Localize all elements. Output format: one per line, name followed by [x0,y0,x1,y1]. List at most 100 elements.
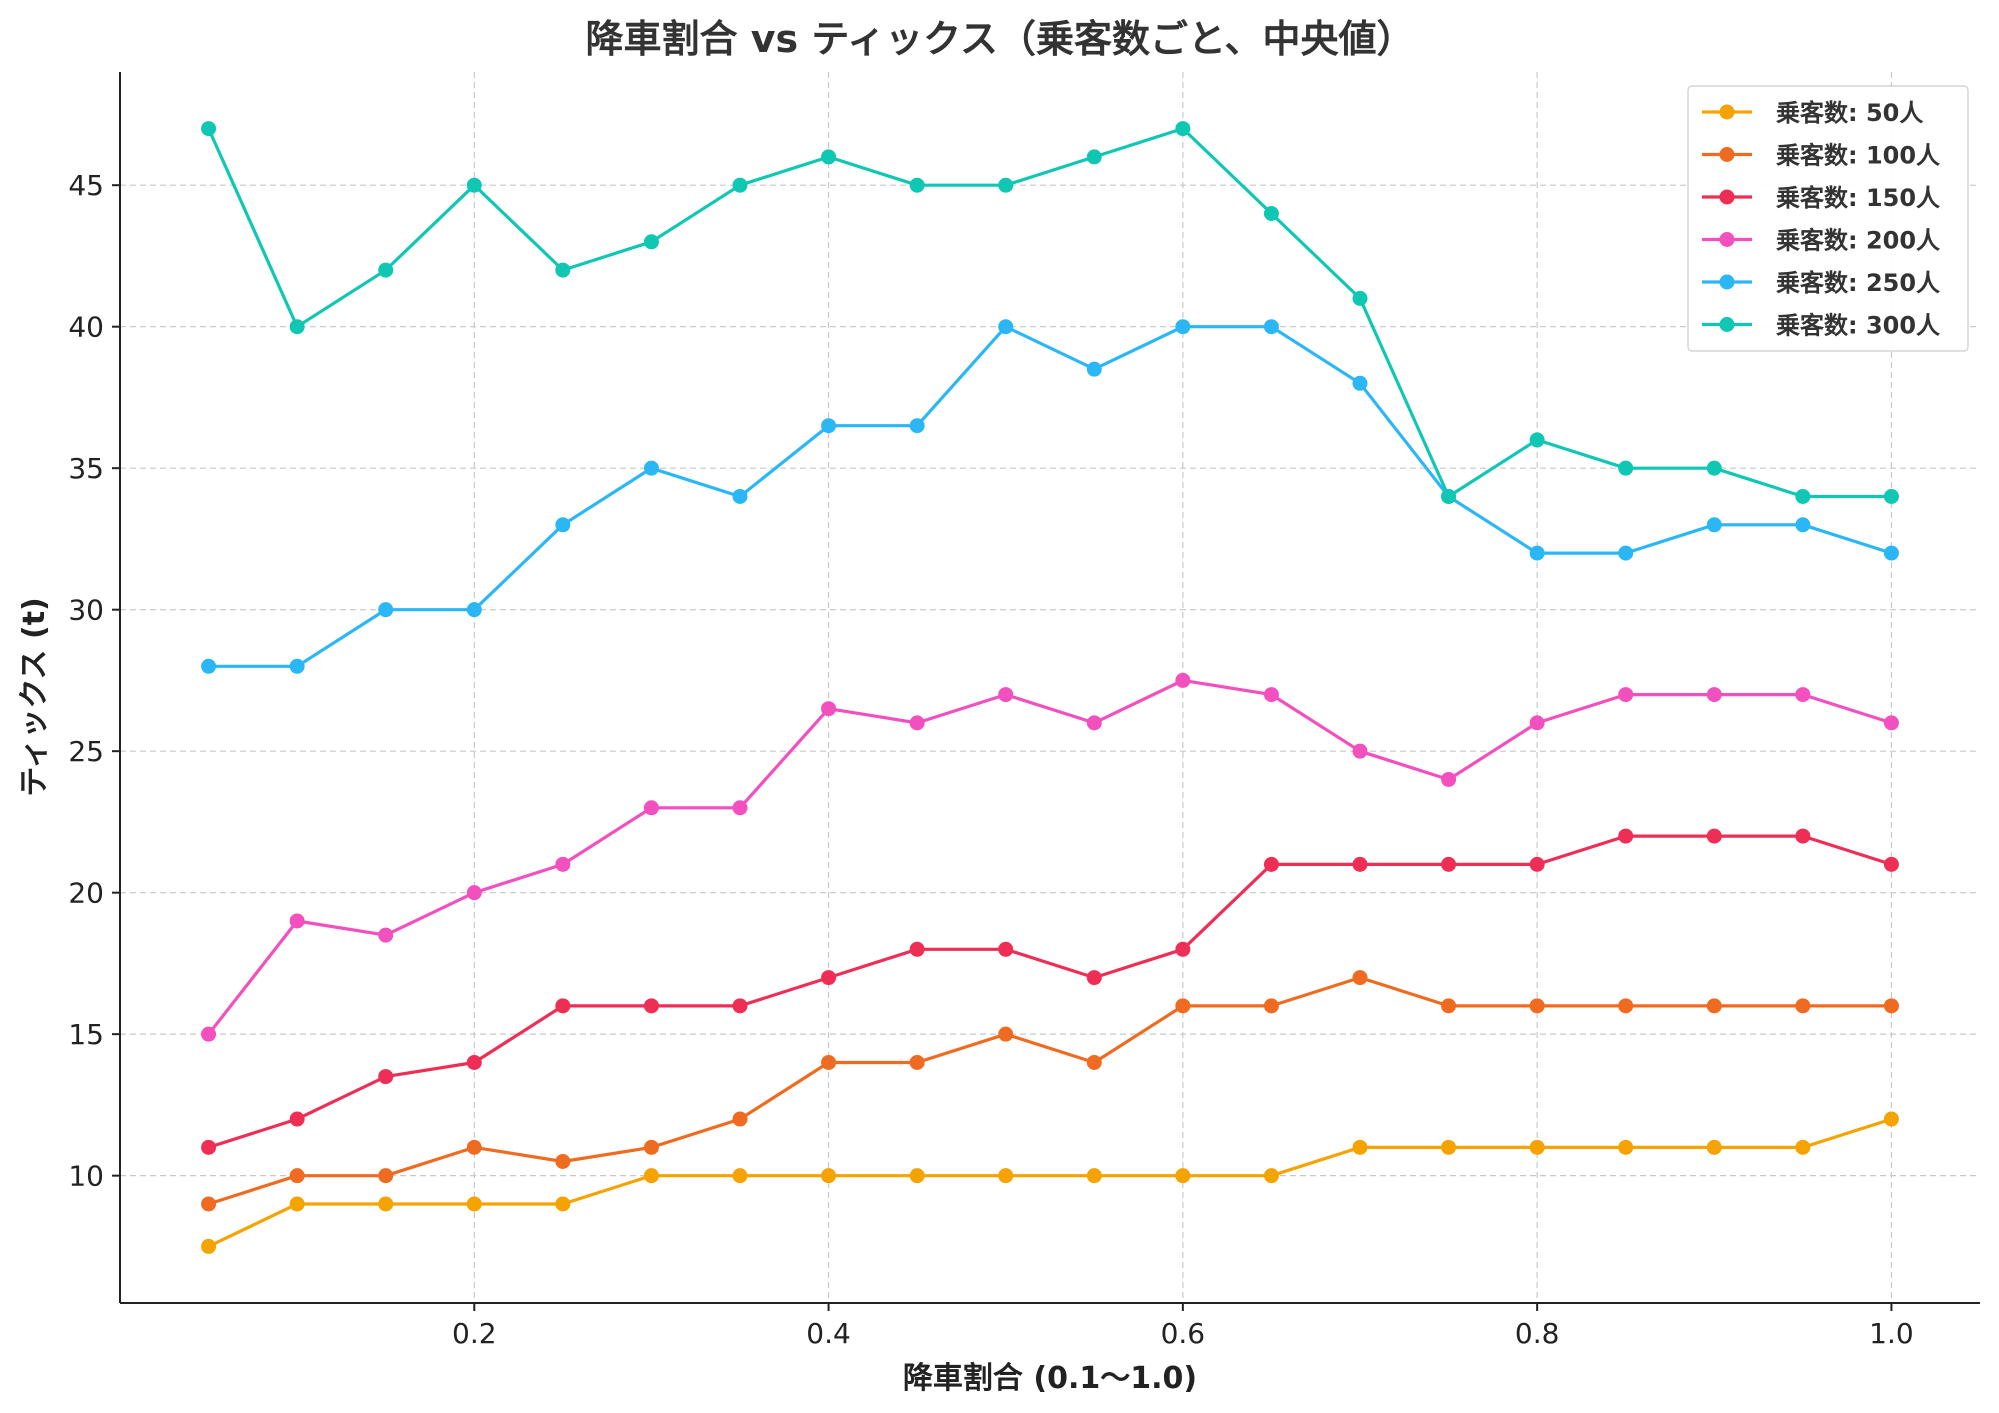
axes-layer: 0.2 0.4 0.6 0.8 1.0 10 15 20 25 30 35 40 45 [68,72,1980,1350]
legend-label: 乗客数: 150人 [1776,184,1940,212]
data-point [1352,1139,1368,1155]
data-point [1795,687,1811,703]
data-point [1529,432,1545,448]
data-point [1529,1139,1545,1155]
x-tick-label: 1.0 [1869,1317,1914,1350]
data-point [1441,998,1457,1014]
data-point [378,1069,394,1085]
data-point [643,800,659,816]
data-point [466,177,482,193]
data-point [1618,460,1634,476]
data-point [1883,1111,1899,1127]
data-point [1086,149,1102,165]
data-point [909,418,925,434]
data-point [1086,1054,1102,1070]
data-point [1263,998,1279,1014]
data-point [201,658,217,674]
data-point [201,1238,217,1254]
y-tick-label: 10 [68,1160,104,1193]
data-point [732,1168,748,1184]
data-point [909,1054,925,1070]
series-group [201,1111,1899,1254]
data-point [1795,517,1811,533]
data-point [1175,672,1191,688]
data-point [1795,1139,1811,1155]
data-point [998,1168,1014,1184]
data-point [643,1168,659,1184]
y-tick-label: 20 [68,877,104,910]
data-point [555,262,571,278]
data-point [378,1168,394,1184]
x-tick-label: 0.4 [806,1317,851,1350]
x-tick-label: 0.6 [1161,1317,1206,1350]
data-point [909,715,925,731]
data-point [1086,715,1102,731]
data-point [289,913,305,929]
data-point [1795,828,1811,844]
data-point [732,998,748,1014]
series-line [207,678,1892,1036]
data-point [909,941,925,957]
legend-label: 乗客数: 300人 [1776,312,1940,340]
legend-label: 乗客数: 200人 [1776,227,1940,255]
data-point [1618,687,1634,703]
data-point [732,1111,748,1127]
legend-label: 乗客数: 250人 [1776,269,1940,297]
series-group [201,121,1899,504]
data-point [289,658,305,674]
data-point [1529,998,1545,1014]
legend-swatch-marker [1719,232,1735,247]
data-point [1529,715,1545,731]
x-tick-label: 0.2 [452,1317,497,1350]
data-point [998,941,1014,957]
data-point [378,1196,394,1212]
y-tick-label: 25 [68,735,104,768]
data-point [998,687,1014,703]
data-point [555,856,571,872]
data-point [1795,488,1811,504]
data-point [1086,361,1102,377]
legend-swatch-marker [1719,147,1735,162]
data-point [1441,856,1457,872]
data-point [1263,687,1279,703]
data-point [1618,1139,1634,1155]
data-point [1706,828,1722,844]
data-point [1706,1139,1722,1155]
data-point [643,460,659,476]
data-point [1175,1168,1191,1184]
data-point [821,701,837,717]
y-tick-label: 15 [68,1018,104,1051]
data-point [1263,319,1279,335]
data-point [289,319,305,335]
x-tick-label: 0.8 [1515,1317,1560,1350]
data-point [1352,375,1368,391]
data-point [1175,941,1191,957]
y-tick-label: 35 [68,452,104,485]
y-tick-label: 30 [68,594,104,627]
data-point [1352,290,1368,306]
data-point [1175,319,1191,335]
data-point [998,319,1014,335]
series-group [201,672,1899,1042]
legend-swatch-marker [1719,274,1735,290]
data-point [1706,998,1722,1014]
data-point [1795,998,1811,1014]
data-point [1086,970,1102,986]
data-point [1883,488,1899,504]
series-line [208,834,1892,1149]
data-point [1706,460,1722,476]
data-point [1263,205,1279,221]
data-point [643,1139,659,1155]
data-point [1883,856,1899,872]
data-point [1529,856,1545,872]
data-point [1086,1168,1102,1184]
data-point [201,1139,217,1155]
y-tick-label: 40 [68,311,104,344]
data-point [1263,856,1279,872]
data-point [466,1196,482,1212]
data-point [289,1111,305,1127]
data-point [1352,970,1368,986]
data-point [1441,488,1457,504]
